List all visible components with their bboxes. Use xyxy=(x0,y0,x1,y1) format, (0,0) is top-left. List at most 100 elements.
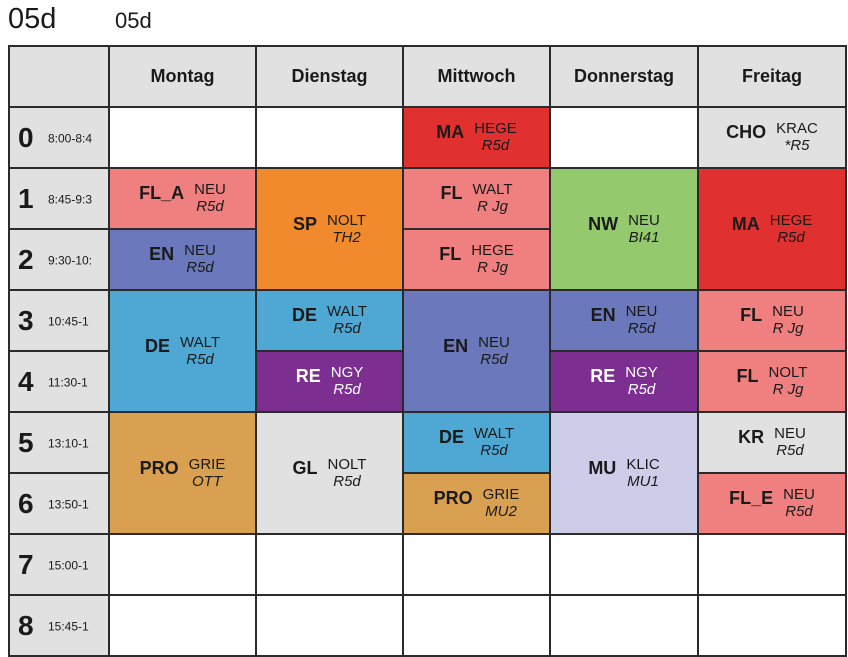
lesson-fl: FL HEGE R Jg xyxy=(402,228,551,291)
lesson-details: GRIE OTT xyxy=(188,455,226,490)
period-row-2: 2 9:30-10: xyxy=(8,228,110,291)
lesson-fl-e: FL_E NEU R5d xyxy=(697,472,847,535)
lesson-teacher: WALT xyxy=(327,303,367,320)
lesson-teacher: WALT xyxy=(180,333,220,351)
lesson-content: DE WALT R5d xyxy=(438,426,514,460)
lesson-content: FL NEU R Jg xyxy=(740,303,804,338)
lesson-room: MU2 xyxy=(485,503,517,520)
lesson-teacher: NEU xyxy=(478,333,510,351)
lesson-subject: MU xyxy=(588,457,617,478)
lesson-subject: EN xyxy=(149,244,175,264)
lesson-details: NOLT R Jg xyxy=(768,364,808,399)
lesson-fl: FL WALT R Jg xyxy=(402,167,551,230)
lesson-details: NEU R5d xyxy=(783,486,815,521)
lesson-content: RE NGY R5d xyxy=(295,365,364,399)
period-row-6: 6 13:50-1 xyxy=(8,472,110,535)
lesson-room: R Jg xyxy=(477,259,508,276)
period-number: 2 xyxy=(18,243,34,275)
period-row-1: 1 8:45-9:3 xyxy=(8,167,110,230)
empty-slot xyxy=(697,533,847,596)
lesson-content: CHO KRAC *R5 xyxy=(726,120,818,155)
lesson-fl-a: FL_A NEU R5d xyxy=(108,167,257,230)
lesson-subject: EN xyxy=(443,335,469,356)
lesson-teacher: NGY xyxy=(625,364,658,381)
period-number: 3 xyxy=(18,304,34,336)
lesson-details: NEU R5d xyxy=(774,426,806,460)
lesson-room: R Jg xyxy=(772,381,804,398)
empty-slot xyxy=(255,533,404,596)
lesson-subject: FL_A xyxy=(139,183,185,203)
lesson-subject: PRO xyxy=(139,457,179,478)
lesson-subject: PRO xyxy=(433,488,473,508)
lesson-content: MU KLIC MU1 xyxy=(588,456,659,490)
lesson-content: RE NGY R5d xyxy=(590,364,658,399)
lesson-room: R Jg xyxy=(772,320,804,337)
lesson-room: R5d xyxy=(627,381,656,398)
lesson-subject: RE xyxy=(590,366,616,386)
period-number: 4 xyxy=(18,365,34,397)
lesson-teacher: KRAC xyxy=(776,120,818,137)
lesson-content: DE WALT R5d xyxy=(144,333,220,368)
empty-slot xyxy=(402,594,551,657)
lesson-de: DE WALT R5d xyxy=(402,411,551,474)
lesson-de: DE WALT R5d xyxy=(108,289,257,413)
lesson-content: NW NEU BI41 xyxy=(588,212,660,246)
lesson-teacher: NEU xyxy=(783,486,815,503)
period-time: 9:30-10: xyxy=(48,253,93,268)
lesson-subject: FL xyxy=(439,244,462,264)
lesson-teacher: NOLT xyxy=(768,364,808,381)
lesson-details: NEU R5d xyxy=(478,333,510,368)
day-header-dienstag: Dienstag xyxy=(255,45,404,108)
lesson-en: EN NEU R5d xyxy=(549,289,699,352)
lesson-pro: PRO GRIE MU2 xyxy=(402,472,551,535)
lesson-room: R5d xyxy=(480,350,508,368)
lesson-details: HEGE R5d xyxy=(474,121,517,155)
period-number: 6 xyxy=(18,487,34,519)
period-time: 15:00-1 xyxy=(48,558,89,573)
empty-slot xyxy=(549,594,699,657)
lesson-content: GL NOLT R5d xyxy=(293,455,367,490)
lesson-teacher: GRIE xyxy=(188,455,226,473)
lesson-subject: DE xyxy=(438,427,464,447)
lesson-content: EN NEU R5d xyxy=(443,333,510,368)
lesson-teacher: HEGE xyxy=(769,211,813,229)
lesson-content: MA HEGE R5d xyxy=(732,211,813,246)
lesson-re: RE NGY R5d xyxy=(549,350,699,413)
lesson-teacher: GRIE xyxy=(482,486,520,503)
lesson-teacher: NOLT xyxy=(327,455,367,473)
lesson-teacher: NEU xyxy=(772,303,804,320)
period-row-8: 8 15:45-1 xyxy=(8,594,110,657)
period-row-3: 3 10:45-1 xyxy=(8,289,110,352)
lesson-room: R5d xyxy=(333,472,361,490)
lesson-room: R5d xyxy=(186,259,214,276)
lesson-content: KR NEU R5d xyxy=(738,426,806,460)
day-header-donnerstag: Donnerstag xyxy=(549,45,699,108)
lesson-room: R5d xyxy=(627,320,656,337)
empty-slot xyxy=(697,594,847,657)
lesson-subject: CHO xyxy=(726,122,767,142)
lesson-subject: DE xyxy=(144,335,170,356)
lesson-teacher: NEU xyxy=(184,242,216,259)
lesson-room: R5d xyxy=(481,137,510,154)
lesson-details: WALT R5d xyxy=(474,426,514,460)
lesson-subject: KR xyxy=(738,427,765,447)
lesson-details: KRAC *R5 xyxy=(776,120,818,155)
period-row-5: 5 13:10-1 xyxy=(8,411,110,474)
lesson-teacher: WALT xyxy=(472,181,513,198)
lesson-details: NGY R5d xyxy=(331,365,364,399)
day-header-freitag: Freitag xyxy=(697,45,847,108)
lesson-subject: NW xyxy=(588,213,619,234)
lesson-ma: MA HEGE R5d xyxy=(697,167,847,291)
lesson-teacher: NOLT xyxy=(327,211,366,229)
period-number: 7 xyxy=(18,548,34,580)
class-title: 05d xyxy=(8,3,57,35)
lesson-subject: RE xyxy=(295,366,321,386)
period-time: 10:45-1 xyxy=(48,314,89,329)
empty-slot xyxy=(255,594,404,657)
period-time: 11:30-1 xyxy=(48,375,88,390)
lesson-details: NOLT R5d xyxy=(327,455,367,490)
lesson-subject: EN xyxy=(590,305,616,325)
period-time: 8:45-9:3 xyxy=(48,192,93,207)
lesson-mu: MU KLIC MU1 xyxy=(549,411,699,535)
